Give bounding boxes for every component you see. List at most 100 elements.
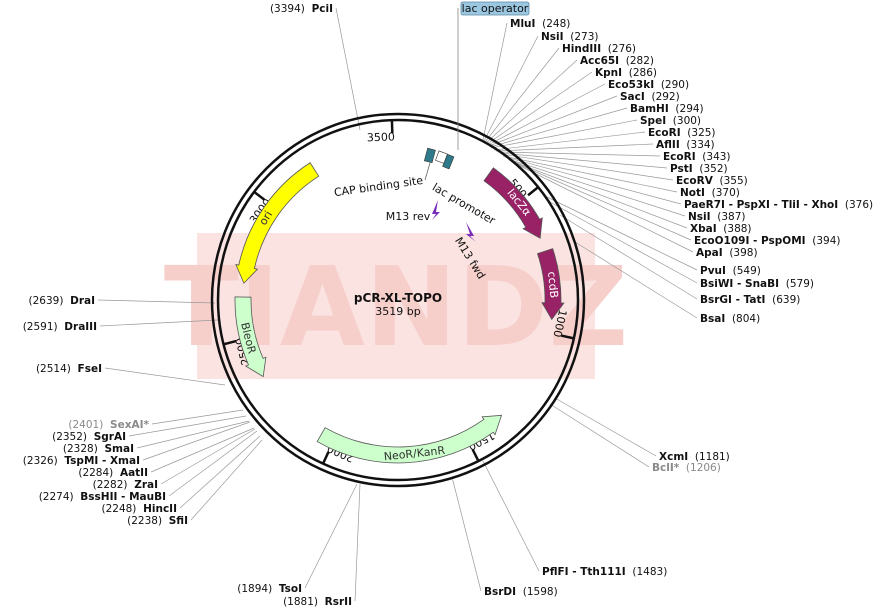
site-label[interactable]: MluI (248) xyxy=(510,18,570,30)
site-label[interactable]: (2274) BssHII - MauBI xyxy=(39,491,166,503)
site-label[interactable]: EcoRI (325) xyxy=(648,127,716,139)
site-leader-line xyxy=(508,159,688,229)
site-leader-line xyxy=(451,476,482,592)
bleor-feature-arrow[interactable] xyxy=(234,296,267,378)
site-label[interactable]: BamHI (294) xyxy=(630,103,704,115)
site-leader-line xyxy=(502,155,678,193)
site-label[interactable]: (2401) SexAI* xyxy=(68,419,149,431)
site-enzyme-name: FseI xyxy=(78,363,102,375)
site-label[interactable]: AflII (334) xyxy=(656,139,715,151)
site-label[interactable]: XcmI (1181) xyxy=(659,451,730,463)
site-leader-line xyxy=(304,483,358,589)
lac-operator-box[interactable] xyxy=(442,153,455,170)
site-label[interactable]: (2284) AatII xyxy=(78,467,148,479)
site-label[interactable]: PvuI (549) xyxy=(700,265,761,277)
site-position: (1206) xyxy=(686,462,721,474)
site-position: (300) xyxy=(673,115,701,127)
site-enzyme-name: EcoO109I - PspOMI xyxy=(694,235,806,247)
site-label[interactable]: ApaI (398) xyxy=(696,247,758,259)
site-enzyme-name: PstI xyxy=(670,163,693,175)
site-label[interactable]: BclI* (1206) xyxy=(652,462,721,474)
site-label[interactable]: BsrDI (1598) xyxy=(484,586,558,598)
ori-feature-arrow[interactable] xyxy=(235,162,320,284)
site-label[interactable]: PaeR7I - PspXI - TliI - XhoI (376) xyxy=(684,199,873,211)
site-label[interactable]: (3394) PciI xyxy=(270,3,333,15)
site-label[interactable]: (2514) FseI xyxy=(36,363,102,375)
site-position: (286) xyxy=(629,67,657,79)
site-label[interactable]: BsrGI - TatI (639) xyxy=(700,294,800,306)
site-label[interactable]: (2238) SfiI xyxy=(127,515,188,527)
backbone-outer-strand xyxy=(210,112,586,488)
site-label[interactable]: Eco53kI (290) xyxy=(608,79,689,91)
site-label[interactable]: EcoRV (355) xyxy=(676,175,748,187)
site-label[interactable]: Acc65I (282) xyxy=(580,55,654,67)
site-label[interactable]: (2639) DraI xyxy=(29,295,96,307)
site-label[interactable]: SacI (292) xyxy=(620,91,680,103)
site-enzyme-name: SmaI xyxy=(105,443,135,455)
site-enzyme-name: BsaI xyxy=(700,313,725,325)
site-label[interactable]: (2248) HincII xyxy=(101,503,177,515)
site-leader-line xyxy=(482,460,540,572)
site-leader-line xyxy=(136,420,250,449)
site-label[interactable]: EcoO109I - PspOMI (394) xyxy=(694,235,841,247)
m13-rev-primer[interactable] xyxy=(432,200,440,220)
site-label[interactable]: EcoRI (343) xyxy=(663,151,731,163)
site-position: (334) xyxy=(686,139,714,151)
site-label[interactable]: NotI (370) xyxy=(680,187,740,199)
ccdb-feature-arrow[interactable] xyxy=(536,248,565,321)
lacza-feature-arrow[interactable] xyxy=(483,167,543,239)
tick-mark-500 xyxy=(527,186,539,197)
site-label[interactable]: BsaI (804) xyxy=(700,313,760,325)
site-label[interactable]: HindIII (276) xyxy=(562,43,636,55)
site-leader-line xyxy=(511,161,694,253)
site-label[interactable]: NsiI (387) xyxy=(688,211,745,223)
site-enzyme-name: BssHII - MauBI xyxy=(80,491,166,503)
site-position: (276) xyxy=(608,43,636,55)
site-enzyme-name: PciI xyxy=(312,3,333,15)
site-position: (2274) xyxy=(39,491,74,503)
site-position: (2401) xyxy=(68,419,103,431)
site-position: (394) xyxy=(812,235,840,247)
site-enzyme-name: AatII xyxy=(120,467,148,479)
plasmid-name: pCR-XL-TOPO xyxy=(354,291,442,305)
site-enzyme-name: BclI* xyxy=(652,462,680,474)
site-enzyme-name: EcoRI xyxy=(663,151,696,163)
site-label[interactable]: XbaI (388) xyxy=(690,223,752,235)
site-position: (2591) xyxy=(23,321,58,333)
site-leader-line xyxy=(160,428,256,485)
site-leader-line xyxy=(549,403,650,468)
backbone-inner-strand xyxy=(216,118,580,482)
site-leader-line xyxy=(504,156,682,205)
site-label[interactable]: (1881) RsrII xyxy=(283,596,352,608)
site-label[interactable]: (2326) TspMI - XmaI xyxy=(23,455,140,467)
neor-feature-arrow[interactable] xyxy=(316,414,503,464)
site-enzyme-name: BamHI xyxy=(630,103,669,115)
site-enzyme-name: AflII xyxy=(656,139,680,151)
lac-operator-tag-box[interactable] xyxy=(460,1,530,16)
site-leader-line xyxy=(559,214,698,300)
site-label[interactable]: NsiI (273) xyxy=(541,31,598,43)
site-enzyme-name: TspMI - XmaI xyxy=(64,455,140,467)
site-label[interactable]: (2591) DraIII xyxy=(23,321,97,333)
site-position: (1894) xyxy=(237,583,272,595)
site-label[interactable]: (2352) SgrAI xyxy=(52,431,126,443)
site-leader-line xyxy=(490,119,638,149)
site-enzyme-name: PflFI - Tth111I xyxy=(542,566,626,578)
site-label[interactable]: KpnI (286) xyxy=(595,67,657,79)
site-leader-line xyxy=(554,397,657,457)
site-label[interactable]: (2328) SmaI xyxy=(63,443,134,455)
site-label[interactable]: SpeI (300) xyxy=(640,115,701,127)
site-leader-line xyxy=(354,483,361,602)
site-leader-line xyxy=(482,22,508,141)
cap-label: CAP binding site xyxy=(333,174,424,199)
m13rev-label: M13 rev xyxy=(386,210,431,223)
site-leader-line xyxy=(485,59,578,144)
site-label[interactable]: PstI (352) xyxy=(670,163,728,175)
cap-binding-site-box[interactable] xyxy=(423,147,436,164)
site-label[interactable]: (2282) ZraI xyxy=(93,479,158,491)
m13-fwd-primer[interactable] xyxy=(466,222,476,242)
site-label[interactable]: PflFI - Tth111I (1483) xyxy=(542,566,667,578)
site-label[interactable]: BsiWI - SnaBI (579) xyxy=(700,278,814,290)
site-label[interactable]: (1894) TsoI xyxy=(237,583,302,595)
